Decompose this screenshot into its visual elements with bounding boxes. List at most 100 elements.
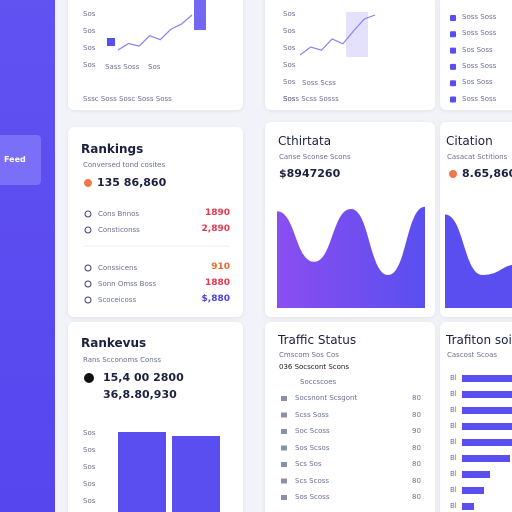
icon (450, 47, 456, 54)
row-value: $,880 (201, 294, 230, 304)
label: Canse Sconse Scons (279, 153, 351, 161)
card-rankings (68, 127, 243, 317)
sidebar-button[interactable]: Feed (0, 135, 41, 185)
label: Bl (450, 438, 457, 446)
label: Sos (83, 10, 96, 18)
icon (450, 31, 456, 38)
highlight (194, 0, 206, 30)
label: Scoceicoss (98, 296, 137, 304)
label: Bl (450, 422, 457, 430)
label: Soss Soss (462, 61, 497, 70)
badge (84, 373, 94, 383)
row-icon (281, 396, 287, 401)
marker (107, 38, 115, 46)
total: 8.65,860 (462, 167, 512, 180)
row-icon (84, 264, 92, 272)
card-title: Rankevus (81, 336, 147, 350)
row-value: 910 (211, 262, 230, 272)
bar (462, 439, 512, 446)
row-icon (281, 495, 287, 500)
label: Sos (83, 27, 96, 35)
label: Sonn Omss Boss (98, 280, 157, 288)
total: 135 86,860 (97, 176, 167, 189)
label: Sos (283, 61, 296, 69)
icon (450, 63, 456, 70)
area-chart (445, 214, 512, 308)
bar (462, 455, 510, 462)
label: 80 (412, 394, 421, 402)
label: Cascost Scoas (447, 351, 498, 359)
label: Sos (83, 480, 96, 488)
icon (450, 96, 456, 103)
label: Soss Soss (462, 13, 497, 21)
icon (450, 80, 456, 87)
row-icon (281, 429, 287, 434)
label: Bl (450, 390, 457, 398)
value: 36,8.80,930 (103, 388, 177, 401)
bar (462, 471, 490, 478)
label: Sos (148, 63, 161, 71)
bar (462, 487, 484, 494)
card-traffic (265, 322, 435, 512)
highlight (346, 12, 368, 57)
label: Bl (450, 486, 457, 494)
total: $8947260 (279, 167, 341, 180)
label: Soss Scss Sosss (283, 95, 339, 103)
label: Sos (83, 463, 96, 471)
label: Sos (283, 44, 296, 52)
label: Sos (283, 78, 296, 86)
label: Bl (450, 406, 457, 414)
row-icon (84, 280, 92, 288)
label: Sos (83, 61, 96, 69)
bar (462, 503, 474, 510)
label: Socsnont Scsgont (295, 394, 358, 402)
row-icon (84, 210, 92, 218)
card-title: Rankings (81, 142, 144, 156)
label: Sos (83, 497, 96, 505)
label: Scs Scoss (295, 476, 330, 485)
row-value: 1880 (204, 278, 230, 288)
label: Bl (450, 470, 457, 478)
label: Sos (83, 446, 96, 454)
label: 80 (412, 460, 421, 468)
bar (462, 407, 512, 414)
badge (84, 179, 92, 187)
label: Sos (283, 10, 296, 18)
label: Scs Sos (295, 460, 322, 468)
bar (462, 375, 512, 382)
label: Soccscoes (300, 378, 337, 386)
label: Sos (283, 27, 296, 35)
card-title: Cthirtata (278, 134, 332, 148)
label: Sssc Soss Sosc Soss Soss (83, 95, 172, 103)
label: 80 (412, 410, 421, 419)
bar (118, 432, 166, 512)
label: 80 (412, 443, 421, 452)
label: Soss Soss (462, 94, 497, 103)
badge (449, 170, 457, 178)
card-title: Traffic Status (278, 333, 357, 347)
card-title: Citation (446, 134, 493, 148)
card-top-left (68, 0, 243, 110)
row-value: 2,890 (201, 224, 230, 234)
label: Soss Soss (462, 29, 497, 38)
row-icon (281, 462, 287, 467)
row-icon (281, 412, 287, 418)
label: Bl (450, 454, 457, 462)
label: 80 (412, 476, 421, 485)
sidebar: Feed (0, 0, 55, 512)
label: Sos Soss (462, 45, 493, 54)
row-icon (84, 226, 92, 234)
row-icon (281, 445, 287, 451)
bar (462, 391, 512, 398)
label: Conversed tond cosites (83, 161, 166, 169)
label: 036 Socscont Scons (279, 363, 350, 371)
label: Sos Scsos (295, 443, 330, 452)
label: Conssicens (98, 264, 138, 272)
row-icon (281, 478, 287, 484)
label: Sos (283, 95, 296, 103)
label: Soss Scss (302, 79, 336, 87)
label: Bl (450, 374, 457, 382)
label: Cmscom Sos Cos (279, 351, 339, 359)
